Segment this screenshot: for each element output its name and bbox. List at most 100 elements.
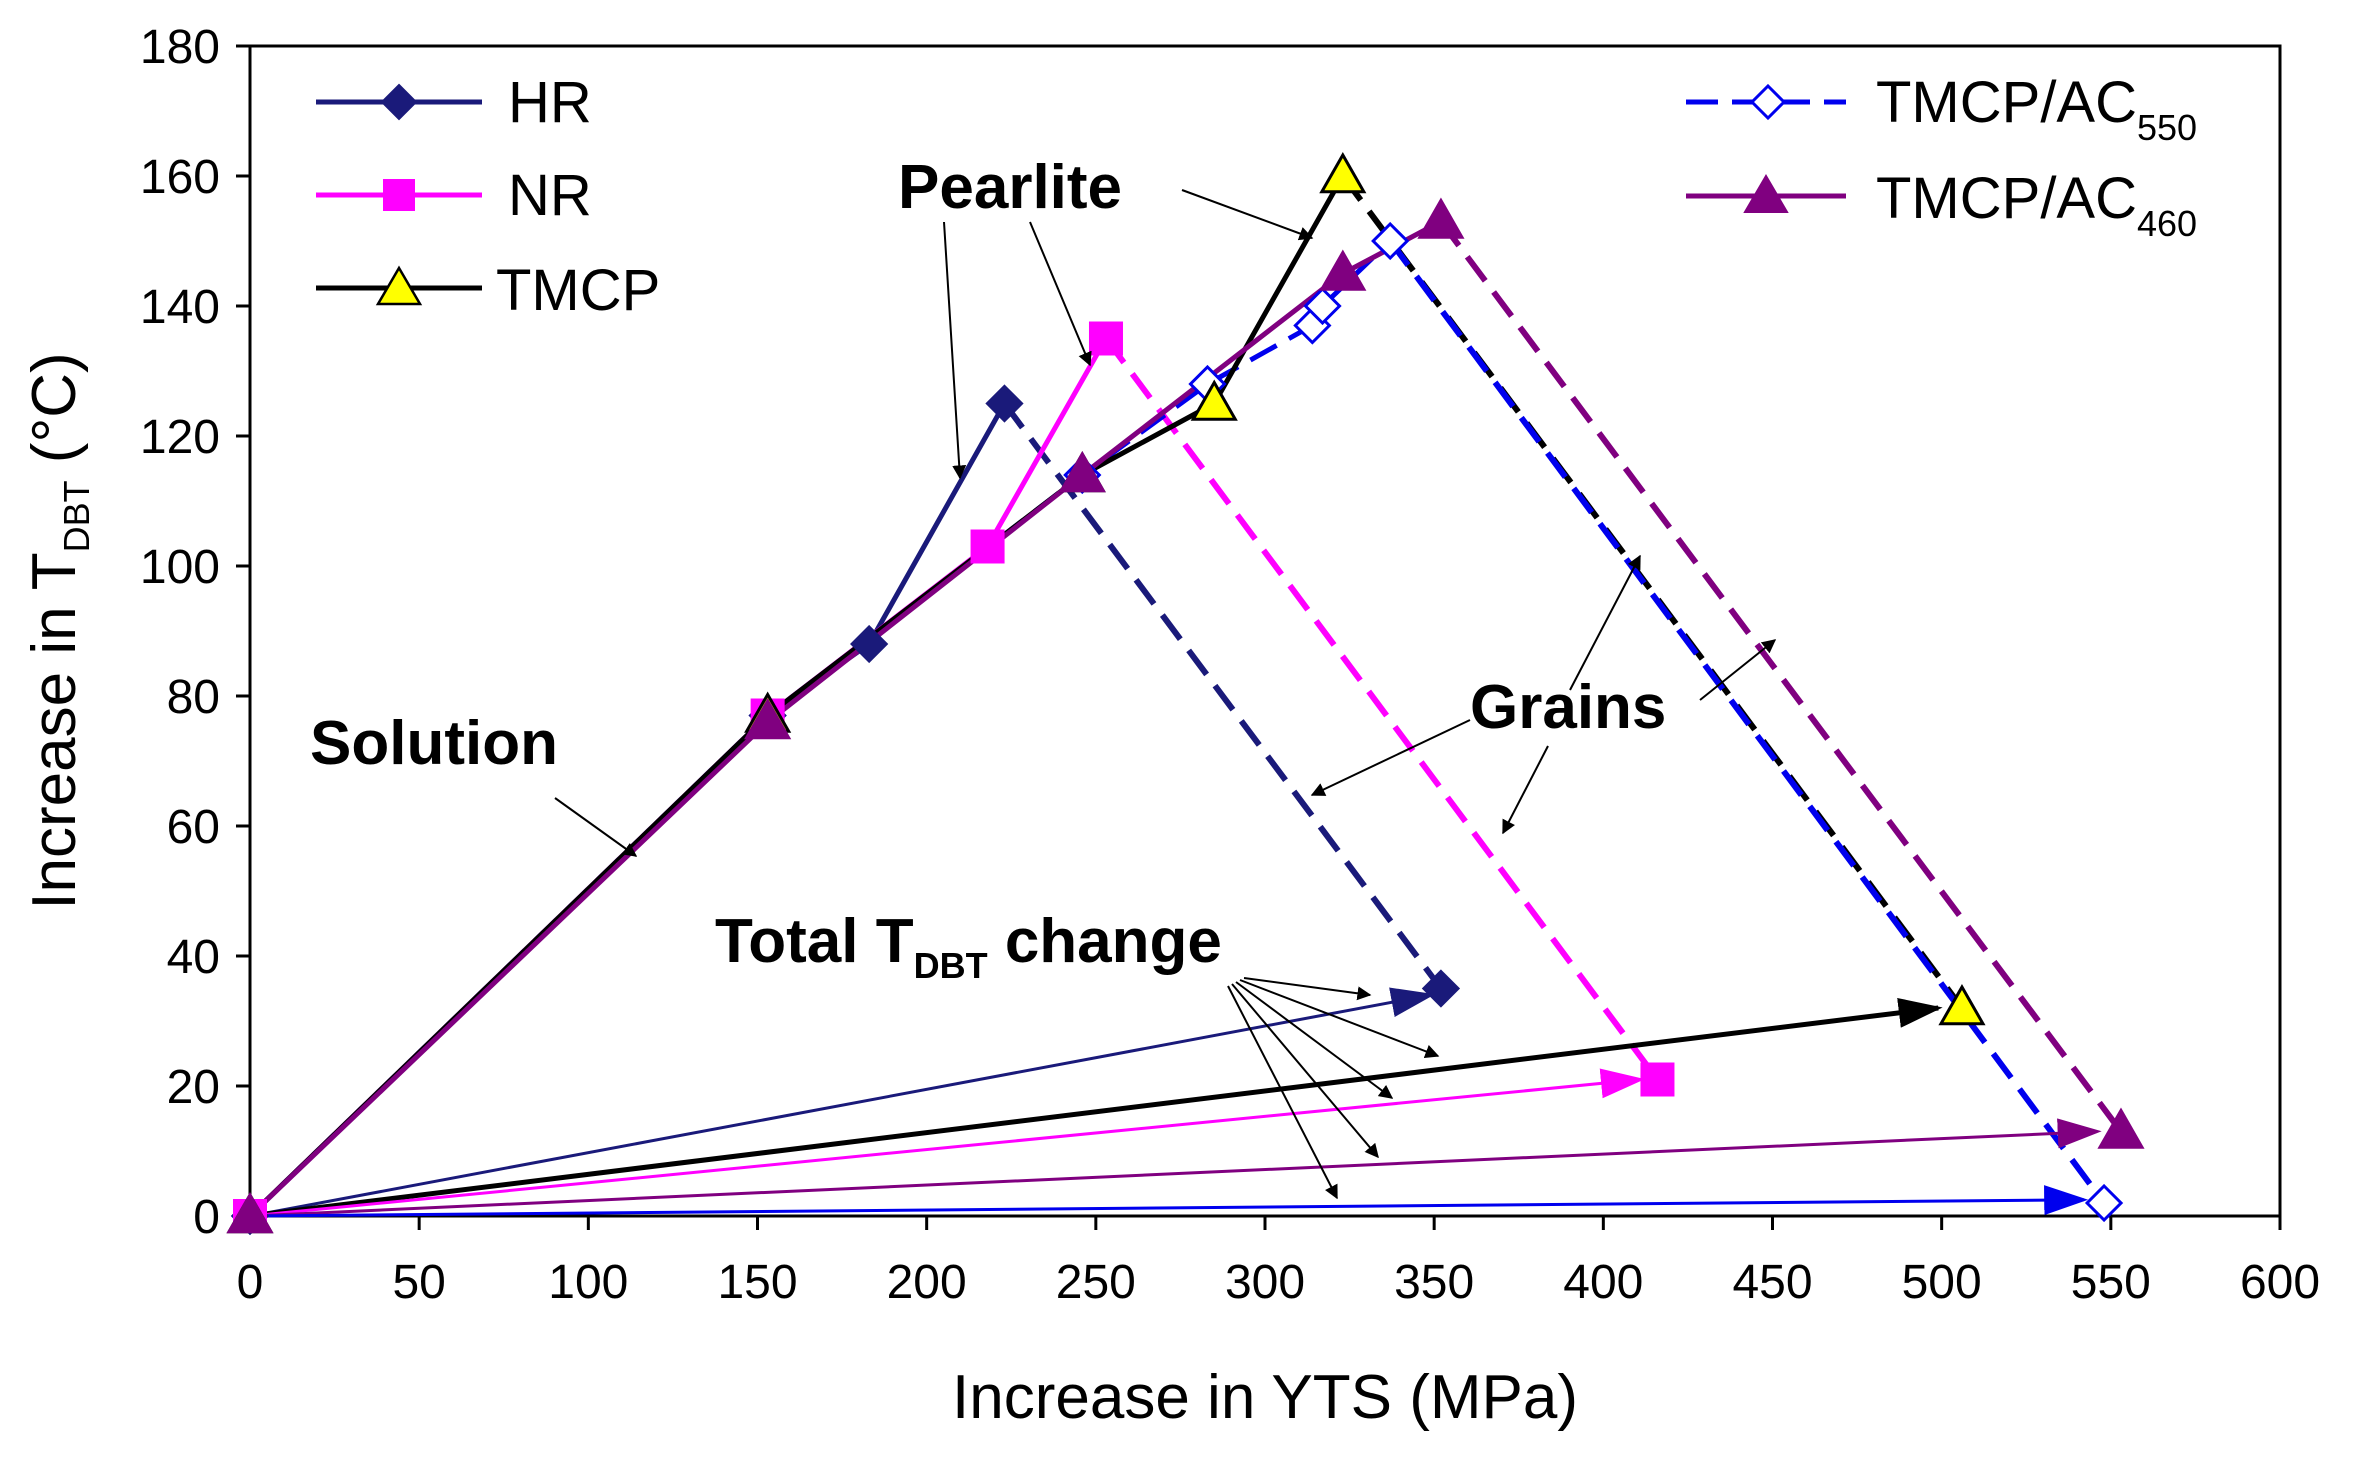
marker-hr	[985, 384, 1024, 423]
legend-label-tmcp: TMCP	[496, 258, 660, 323]
marker-end-tmcpac550	[2084, 1183, 2124, 1223]
pearlite-pointer-tmcp	[1181, 189, 1314, 241]
series-lines	[248, 174, 1443, 1218]
annotation-total-sub: DBT	[914, 945, 988, 986]
legend-label-ac460-sub: 460	[2137, 203, 2197, 244]
solution-pointer	[554, 797, 638, 857]
x-tick-label: 450	[1732, 1256, 1812, 1309]
legend-label-ac460: TMCP/AC460	[1876, 166, 2197, 244]
y-tick-label: 80	[167, 671, 220, 724]
x-axis-ticks: 0 50 100 150 200 250 300 350 400 450 500 550 600	[237, 1216, 2320, 1309]
legend-label-ac550: TMCP/AC550	[1876, 70, 2197, 148]
marker-end-tmcpac460	[2097, 1107, 2145, 1149]
x-tick-label: 600	[2240, 1256, 2320, 1309]
legend-marker-hr	[380, 83, 418, 121]
legend-marker-nr	[383, 179, 415, 211]
y-axis-title-unit: (°C)	[20, 352, 89, 480]
y-axis-title: Increase in TDBT (°C)	[20, 352, 97, 909]
x-tick-label: 300	[1225, 1256, 1305, 1309]
y-axis-title-main: Increase in T	[20, 552, 89, 909]
annotation-pearlite: Pearlite	[898, 153, 1122, 222]
x-tick-label: 50	[392, 1256, 445, 1309]
legend-label-ac460-main: TMCP/AC	[1876, 166, 2137, 231]
pearlite-pointer-nr	[1029, 221, 1092, 367]
total-change-arrow-tmcpac460	[249, 1118, 2102, 1218]
x-tick-label: 550	[2071, 1256, 2151, 1309]
y-tick-label: 60	[167, 801, 220, 854]
marker-end-nr	[1640, 1062, 1675, 1097]
total-pointer-hr	[1243, 977, 1372, 1001]
y-tick-label: 140	[140, 281, 220, 334]
y-tick-label: 40	[167, 931, 220, 984]
marker-tmcpac460	[1417, 197, 1465, 239]
marker-nr	[970, 529, 1005, 564]
marker-tmcpac550	[1303, 286, 1342, 326]
legend-entry-ac460: TMCP/AC460	[1686, 166, 2197, 244]
total-change-arrow-nr	[249, 1068, 1645, 1218]
y-tick-label: 160	[140, 151, 220, 204]
total-pointer-ac460	[1231, 983, 1379, 1159]
annotation-pointers	[554, 189, 1777, 1200]
total-change-arrow-tmcpac550	[249, 1185, 2089, 1218]
legend-marker-ac550	[1749, 83, 1787, 121]
annotation-grains: Grains	[1470, 673, 1666, 742]
marker-tmcpac460	[1058, 450, 1106, 493]
marker-nr	[1088, 321, 1123, 356]
marker-tmcpac550	[1371, 221, 1410, 261]
grains-pointer-ac460	[1699, 639, 1777, 701]
series-line-hr	[248, 402, 1007, 1218]
marker-tmcpac460	[1319, 249, 1367, 291]
legend-entry-tmcp: TMCP	[316, 258, 660, 323]
grain-line-nr	[1103, 336, 1660, 1082]
total-pointer-tmcp	[1239, 979, 1440, 1059]
marker-tmcp	[1319, 151, 1367, 194]
pearlite-pointer-hr	[943, 221, 967, 480]
marker-hr	[850, 624, 889, 664]
x-tick-label: 200	[887, 1256, 967, 1309]
grain-line-tmcpac460	[1438, 219, 2124, 1134]
marker-end-hr	[1421, 969, 1461, 1008]
annotation-solution: Solution	[310, 709, 558, 778]
legend-label-hr: HR	[508, 70, 592, 135]
legend-label-ac550-sub: 550	[2137, 107, 2197, 148]
x-tick-label: 500	[1902, 1256, 1982, 1309]
grain-dashed-lines	[1002, 174, 2124, 1205]
marker-tmcpac460	[744, 697, 792, 740]
y-axis-title-sub: DBT	[56, 480, 97, 552]
x-tick-label: 400	[1563, 1256, 1643, 1309]
legend-entry-nr: NR	[316, 163, 592, 228]
y-tick-label: 120	[140, 411, 220, 464]
legend-marker-ac460	[1743, 174, 1789, 213]
grains-pointer-nr	[1502, 745, 1549, 835]
grains-pointer-tmcp	[1569, 554, 1641, 691]
marker-end-tmcp	[1938, 983, 1986, 1026]
total-change-arrow-tmcp	[249, 997, 1943, 1219]
legend-entry-ac550: TMCP/AC550	[1686, 70, 2197, 148]
total-pointer-nr	[1235, 981, 1394, 1099]
x-tick-label: 100	[548, 1256, 628, 1309]
x-tick-label: 350	[1394, 1256, 1474, 1309]
y-tick-label: 0	[193, 1191, 220, 1244]
annotation-total-main: Total T	[715, 907, 914, 976]
legend-label-ac550-main: TMCP/AC	[1876, 70, 2137, 135]
x-tick-label: 250	[1056, 1256, 1136, 1309]
marker-tmcp	[1190, 379, 1238, 421]
total-pointer-ac550	[1227, 985, 1338, 1200]
grain-line-hr	[1002, 401, 1444, 991]
annotation-total-change: Total TDBT change	[715, 907, 1222, 986]
legend-label-nr: NR	[508, 163, 592, 228]
grain-line-tmcpac550	[1387, 239, 2107, 1205]
legend-entry-hr: HR	[316, 70, 592, 135]
y-tick-label: 100	[140, 541, 220, 594]
y-axis-ticks: 0 20 40 60 80 100 120 140 160 180	[140, 21, 250, 1244]
x-tick-label: 0	[237, 1256, 264, 1309]
grains-pointer-hr	[1310, 719, 1471, 796]
grain-line-tmcp	[1340, 174, 1965, 1010]
x-tick-label: 150	[717, 1256, 797, 1309]
annotation-total-tail: change	[988, 907, 1222, 976]
legend-marker-tmcp	[375, 265, 423, 306]
total-change-arrow-hr	[249, 987, 1436, 1218]
series-markers	[226, 151, 2145, 1236]
y-tick-label: 180	[140, 21, 220, 74]
